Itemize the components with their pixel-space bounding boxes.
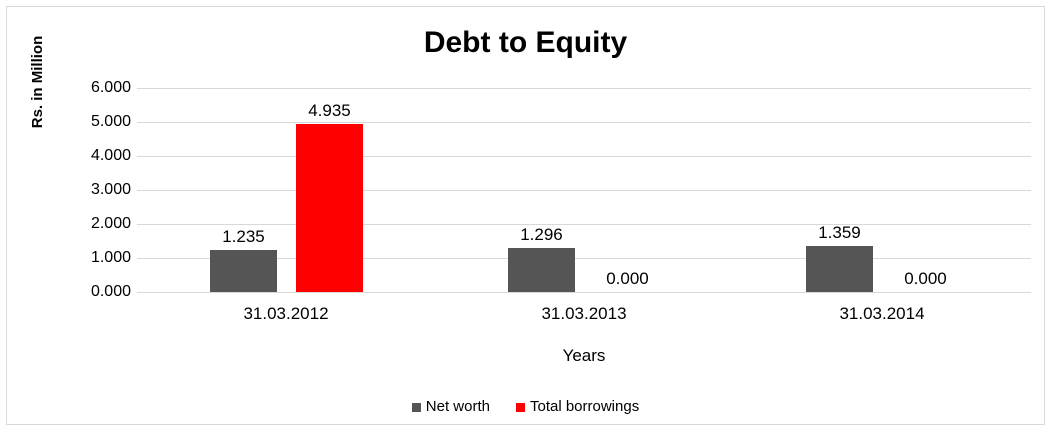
x-axis-label-31.03.2012: 31.03.2012: [243, 304, 329, 323]
legend-item-total-borrowings[interactable]: Total borrowings: [515, 398, 640, 415]
gridline: [137, 156, 1031, 157]
y-axis-tick-label: 4.000: [90, 147, 131, 164]
chart-legend: Net worth Total borrowings: [7, 399, 1044, 415]
y-axis-tick-label: 2.000: [90, 215, 131, 232]
legend-item-net-worth[interactable]: Net worth: [411, 398, 490, 415]
x-axis-category-labels: 31.03.2012 31.03.2013 31.03.2014: [137, 303, 1031, 327]
x-axis-title: Years: [562, 346, 606, 365]
plot-area: 1.235 4.935 1.296 0.000 1.359 0.000: [137, 88, 1031, 293]
bar-31.03.2012-net-worth[interactable]: [210, 250, 277, 292]
legend-swatch-icon: [515, 402, 525, 412]
chart-container: Debt to Equity Rs. in Million 6.000 5.000…: [6, 6, 1045, 425]
legend-swatch-icon: [411, 402, 421, 412]
bar-value-label: 1.235: [222, 227, 265, 246]
legend-label: Net worth: [425, 398, 490, 415]
bar-31.03.2013-net-worth[interactable]: [508, 248, 575, 292]
gridline: [137, 224, 1031, 225]
gridline: [137, 122, 1031, 123]
bar-value-label: 1.296: [520, 225, 563, 244]
x-axis-label-31.03.2014: 31.03.2014: [839, 304, 925, 323]
y-axis-tick-label: 3.000: [90, 181, 131, 198]
y-axis-title: Rs. in Million: [29, 35, 46, 129]
y-axis-tick-label: 6.000: [90, 79, 131, 96]
gridline: [137, 258, 1031, 259]
bar-value-label: 1.359: [818, 223, 861, 242]
gridline: [137, 88, 1031, 89]
chart-title: Debt to Equity: [423, 26, 628, 59]
x-axis-label-31.03.2013: 31.03.2013: [541, 304, 627, 323]
bar-31.03.2014-net-worth[interactable]: [806, 246, 873, 292]
y-axis-tick-label: 1.000: [90, 249, 131, 266]
bar-31.03.2012-total-borrowings[interactable]: [296, 124, 363, 292]
bar-value-label: 4.935: [308, 101, 351, 120]
bar-value-label: 0.000: [606, 269, 649, 288]
legend-label: Total borrowings: [529, 398, 640, 415]
y-axis-tick-label: 5.000: [90, 113, 131, 130]
y-axis-tick-labels: 6.000 5.000 4.000 3.000 2.000 1.000 0.000: [59, 80, 131, 300]
y-axis-tick-label: 0.000: [90, 283, 131, 300]
gridline: [137, 292, 1031, 293]
gridline: [137, 190, 1031, 191]
bar-value-label: 0.000: [904, 269, 947, 288]
